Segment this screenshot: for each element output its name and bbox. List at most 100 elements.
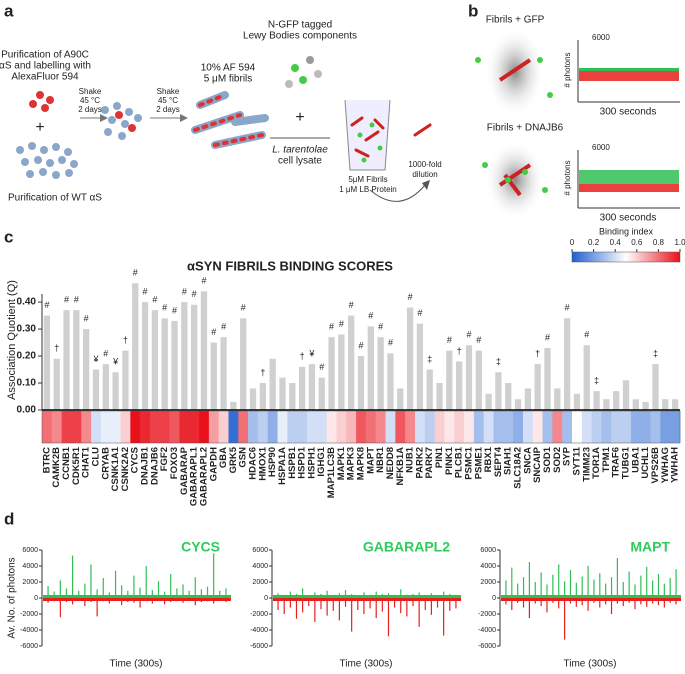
y-tick-label: 2000 (22, 579, 38, 586)
heatmap-cell (257, 411, 269, 443)
significance-mark: ¥ (92, 354, 99, 364)
x-tick-label: HSPD1 (297, 446, 308, 478)
significance-mark: # (162, 303, 167, 313)
x-label: Time (300s) (340, 659, 393, 670)
x-tick-label: TOR1A (591, 447, 602, 479)
heatmap-cell (611, 411, 622, 443)
bar (259, 383, 266, 410)
x-tick-label: SYP (562, 446, 573, 466)
bar (220, 337, 227, 410)
x-tick-label: TIMM23 (581, 447, 592, 482)
x-tick-label: CLU (90, 447, 101, 467)
significance-mark: # (64, 295, 69, 305)
significance-mark: # (74, 295, 79, 305)
bar (544, 347, 551, 410)
heatmap-cell (199, 411, 210, 443)
significance-mark: # (103, 349, 108, 359)
significance-mark: † (535, 349, 540, 359)
x-tick-label: YWHAG (660, 447, 671, 483)
heatmap-cell (414, 411, 426, 443)
bar (465, 345, 473, 410)
y-tick-label: 6000 (592, 143, 610, 152)
colorbar-tick-label: 0.8 (653, 238, 665, 247)
x-tick-label: CRYAB (100, 447, 111, 480)
step-text: cell lysate (278, 156, 322, 167)
bar (308, 364, 316, 410)
colorbar-tick-label: 0.2 (588, 238, 600, 247)
x-label: Time (300s) (564, 659, 617, 670)
heatmap-cell (61, 411, 72, 443)
panel-label: c (4, 227, 13, 246)
significance-mark: † (260, 367, 265, 377)
heatmap-cell (424, 411, 435, 443)
bar (426, 369, 433, 410)
heatmap-cell (100, 411, 112, 443)
x-tick-label: NFKB1A (395, 447, 406, 486)
x-tick-label: HSPB1 (287, 446, 298, 478)
x-tick-label: CSNK1A1 (110, 446, 121, 491)
step-text: 45 °C (158, 96, 178, 105)
bar (171, 320, 178, 410)
x-tick-label: VPS26B (650, 447, 661, 484)
significance-mark: # (329, 322, 334, 332)
y-tick-label: 2000 (252, 579, 268, 586)
significance-mark: ‡ (496, 357, 501, 367)
x-tick-label: GRK5 (228, 446, 239, 473)
step-text: 45 °C (80, 96, 100, 105)
y-tick-label: 6000 (22, 547, 38, 554)
heatmap-cell (405, 411, 416, 443)
heatmap-cell (297, 411, 308, 443)
heatmap-cell (336, 411, 347, 443)
significance-mark: † (457, 346, 462, 356)
bar (613, 391, 620, 410)
heatmap-cell (660, 411, 671, 443)
significance-mark: ¥ (112, 357, 119, 367)
heatmap-cell (670, 411, 681, 443)
significance-mark: # (44, 300, 49, 310)
heatmap-cell (503, 411, 514, 443)
heatmap-cell (218, 411, 229, 443)
trace-band (43, 598, 231, 601)
x-label: Time (300s) (110, 659, 163, 670)
x-tick-label: CAMK2B (51, 447, 62, 488)
heatmap-cell (228, 411, 239, 443)
significance-mark: # (201, 276, 206, 286)
trace-band (501, 595, 681, 598)
bar (387, 353, 394, 410)
heatmap-cell (267, 411, 278, 443)
x-tick-label: SEPT4 (493, 446, 504, 477)
step-text: 2 days (156, 105, 180, 114)
bar (563, 318, 571, 410)
step-text: αS and labelling with (0, 61, 91, 72)
bar (397, 388, 404, 410)
bar (318, 377, 325, 410)
y-label: Association Quotient (Q) (6, 280, 18, 400)
significance-mark: ‡ (427, 354, 432, 364)
y-label: # photons (563, 160, 572, 195)
heatmap-cell (630, 411, 642, 443)
x-tick-label: GAPDH (208, 447, 219, 481)
heatmap-cell (42, 411, 53, 443)
significance-mark: # (192, 289, 197, 299)
step-text: Shake (79, 87, 102, 96)
heatmap-cell (81, 411, 92, 443)
trace-title: Fibrils + DNAJB6 (487, 123, 564, 134)
x-label: 300 seconds (600, 107, 657, 118)
bar (446, 350, 453, 410)
x-tick-label: CDK5R1 (71, 446, 82, 485)
step-text: 5μM Fibrils (348, 175, 387, 184)
significance-mark: # (319, 362, 324, 372)
y-tick-label: 6000 (480, 547, 496, 554)
heatmap-cell (326, 411, 337, 443)
x-tick-label: HDAC6 (248, 447, 259, 480)
heatmap-cell (601, 411, 612, 443)
bar (83, 329, 90, 410)
colorbar-tick-label: 1.0 (674, 238, 685, 247)
significance-mark: # (133, 268, 138, 278)
x-tick-label: SNCA (522, 447, 533, 474)
heatmap-cell (621, 411, 632, 443)
y-label: # photons (563, 52, 572, 87)
bar (514, 399, 522, 410)
x-tick-label: PSME1 (473, 446, 484, 479)
